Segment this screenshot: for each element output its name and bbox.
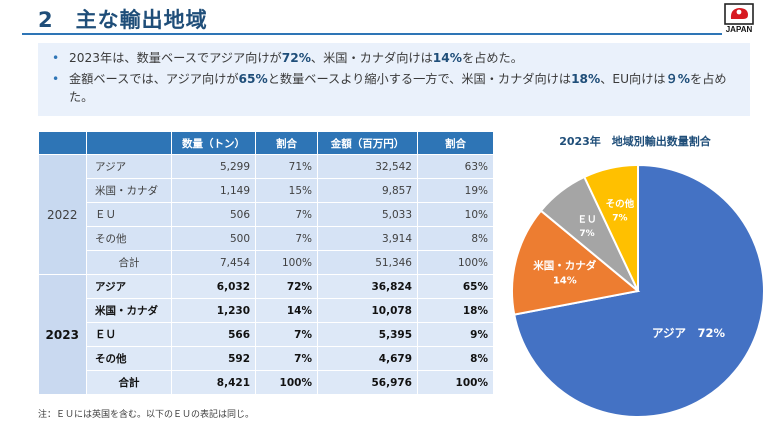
amount-share-cell: 18% [417,298,494,323]
table-row: 米国・カナダ 1,149 15% 9,857 19% [39,178,494,203]
amount-cell: 4,679 [317,346,418,371]
region-cell: その他 [86,346,172,371]
quantity-cell: 8,421 [171,370,256,395]
quantity-share-cell: 100% [255,370,318,395]
amount-share-cell: 9% [417,322,494,347]
quantity-cell: 566 [171,322,256,347]
pie-label-name-2: ＥＵ [577,214,596,225]
amount-cell: 51,346 [317,250,418,275]
amount-share-cell: 63% [417,154,494,179]
column-header-quantity-share: 割合 [255,131,318,155]
quantity-cell: 6,032 [171,274,256,299]
column-header [86,131,172,155]
region-cell: 米国・カナダ [86,178,172,203]
amount-cell: 32,542 [317,154,418,179]
japan-logo: JAPAN [718,3,760,37]
table-row: 米国・カナダ 1,230 14% 10,078 18% [39,298,494,323]
region-cell: ＥＵ [86,322,172,347]
bullet-dot-icon: • [52,51,60,65]
amount-cell: 9,857 [317,178,418,203]
footnote: 注：ＥＵには英国を含む。以下のＥＵの表記は同じ。 [38,410,255,420]
quantity-share-cell: 7% [255,322,318,347]
quantity-cell: 7,454 [171,250,256,275]
export-share-pie-chart: 2023年 地域別輸出数量割合 アジア 72% 米国・カナダ 14% ＥＵ 7% その他 7… [511,134,765,418]
quantity-share-cell: 15% [255,178,318,203]
quantity-cell: 592 [171,346,256,371]
column-header-amount-share: 割合 [417,131,494,155]
region-cell: その他 [86,226,172,251]
amount-share-cell: 10% [417,202,494,227]
quantity-share-cell: 14% [255,298,318,323]
quantity-cell: 500 [171,226,256,251]
table-row: その他 592 7% 4,679 8% [39,346,494,371]
total-label-cell: 合計 [86,250,172,275]
column-header [38,131,87,155]
amount-share-cell: 100% [417,250,494,275]
pie-label-name-3: その他 [606,198,635,210]
amount-cell: 56,976 [317,370,418,395]
table-total-row: 合計 7,454 100% 51,346 100% [39,250,494,275]
summary-bullet-2: • 金額ベースでは、アジア向けが65%と数量ベースより縮小する一方で、米国・カナダ… [52,72,727,104]
region-cell: 米国・カナダ [86,298,172,323]
region-cell: ＥＵ [86,202,172,227]
table-row: 2023 アジア 6,032 72% 36,824 65% [38,274,494,395]
pie-label-value-1: 14% [553,276,577,287]
chart-title: 2023年 地域別輸出数量割合 [559,134,712,148]
amount-share-cell: 65% [417,274,494,299]
pie-label-name-1: 米国・カナダ [532,259,596,272]
amount-cell: 3,914 [317,226,418,251]
pie-slice-3 [583,163,639,292]
quantity-share-cell: 7% [255,226,318,251]
total-label-cell: 合計 [86,370,172,395]
table-row: その他 500 7% 3,914 8% [39,226,494,251]
pie-label-0: アジア 72% [652,326,726,340]
amount-share-cell: 19% [417,178,494,203]
quantity-share-cell: 7% [255,202,318,227]
table-header-row: 数量（トン） 割合 金額（百万円） 割合 [38,131,494,155]
quantity-share-cell: 100% [255,250,318,275]
amount-share-cell: 8% [417,346,494,371]
bullet-dot-icon: • [52,72,60,86]
amount-cell: 5,395 [317,322,418,347]
region-cell: アジア [86,274,172,299]
amount-cell: 36,824 [317,274,418,299]
quantity-share-cell: 72% [255,274,318,299]
amount-share-cell: 100% [417,370,494,395]
pie-slice-1 [511,209,641,316]
region-cell: アジア [86,154,172,179]
page-title: 2 主な輸出地域 [38,8,208,32]
table-total-row: 合計 8,421 100% 56,976 100% [39,370,494,395]
pie-label-value-2: 7% [579,229,594,239]
column-header-amount: 金額（百万円） [317,131,418,155]
quantity-share-cell: 71% [255,154,318,179]
export-region-table: 数量（トン） 割合 金額（百万円） 割合 2022 アジア 5,299 71% … [38,131,494,395]
summary-bullet-1: • 2023年は、数量ベースでアジア向けが72%、米国・カナダ向けは14%を占めた… [52,51,523,65]
pie-label-value-3: 7% [612,213,627,223]
amount-cell: 10,078 [317,298,418,323]
table-row: ＥＵ 566 7% 5,395 9% [39,322,494,347]
quantity-cell: 1,149 [171,178,256,203]
logo-text: JAPAN [725,25,753,34]
quantity-cell: 5,299 [171,154,256,179]
year-cell: 2023 [38,274,87,395]
column-header-quantity: 数量（トン） [171,131,256,155]
amount-share-cell: 8% [417,226,494,251]
quantity-cell: 506 [171,202,256,227]
quantity-share-cell: 7% [255,346,318,371]
table-row: ＥＵ 506 7% 5,033 10% [39,202,494,227]
summary-box: • 2023年は、数量ベースでアジア向けが72%、米国・カナダ向けは14%を占めた… [38,43,750,116]
crane-logo-icon [724,3,754,25]
table-row: 2022 アジア 5,299 71% 32,542 63% [38,154,494,275]
title-underline [22,33,722,35]
quantity-cell: 1,230 [171,298,256,323]
year-cell: 2022 [38,154,87,275]
amount-cell: 5,033 [317,202,418,227]
